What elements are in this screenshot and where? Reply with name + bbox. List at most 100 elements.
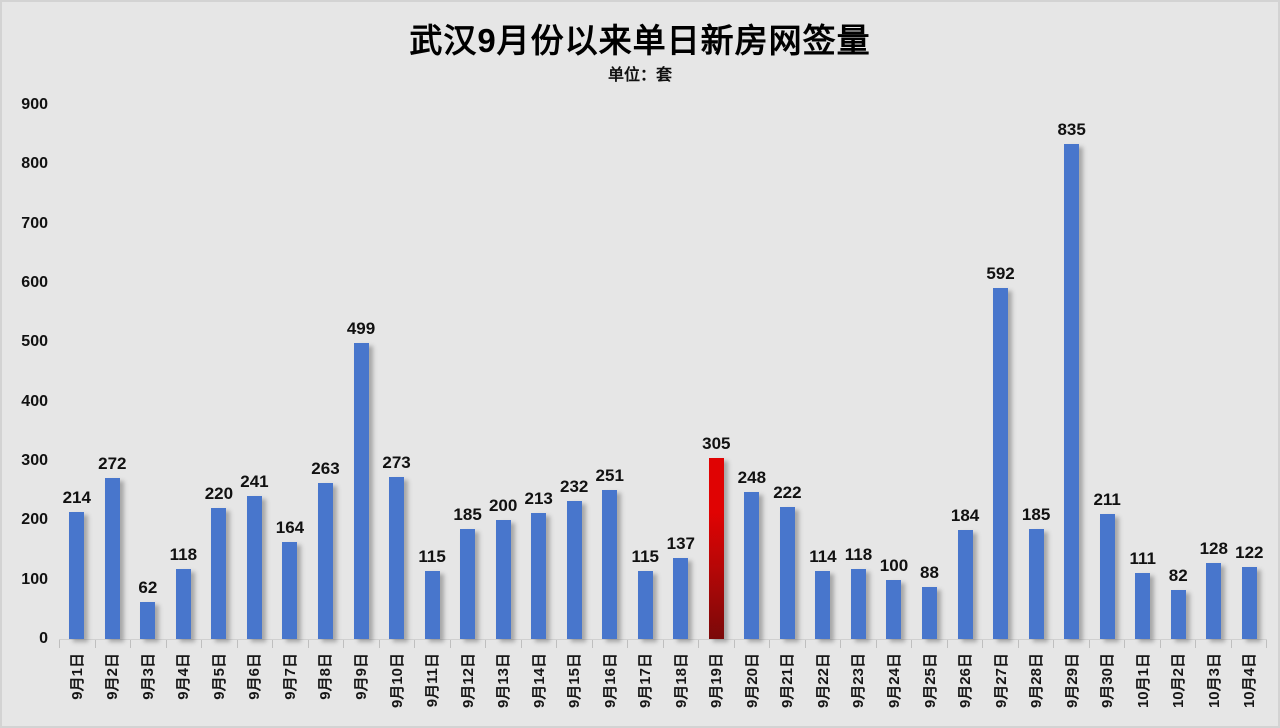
bar-column: 111 <box>1125 105 1161 639</box>
bar-column: 115 <box>628 105 664 639</box>
bar-value-label: 213 <box>524 488 553 508</box>
x-axis-labels: 9月1日 9月2日 9月3日 9月4日 9月5日 9月6日 9月7日 9月8日 9月9日 9月10… <box>59 652 1267 726</box>
x-axis-label: 9月26日 <box>957 653 975 709</box>
bar-value-label: 115 <box>631 546 659 566</box>
bar-column: 220 <box>201 105 237 639</box>
bar-value-label: 137 <box>666 533 695 553</box>
x-axis-label: 9月12日 <box>459 653 477 709</box>
x-axis-label: 10月2日 <box>1170 653 1188 709</box>
bar-value-label: 214 <box>62 488 91 508</box>
bar <box>850 569 866 639</box>
bar-value-label: 88 <box>920 562 939 582</box>
bar <box>637 570 653 639</box>
bar-value-label: 211 <box>1093 489 1121 509</box>
x-axis-tick <box>1019 640 1054 648</box>
bar <box>566 501 582 639</box>
bar-column: 185 <box>450 105 486 639</box>
x-axis-tick <box>1196 640 1232 648</box>
y-axis-tick-label: 500 <box>21 333 48 351</box>
bar <box>922 586 938 639</box>
bar-column: 222 <box>770 105 806 639</box>
bar-column: 211 <box>1089 105 1125 639</box>
x-axis-label: 9月7日 <box>281 653 299 700</box>
x-axis-ticks <box>59 640 1267 648</box>
bar-column: 88 <box>912 105 948 639</box>
x-axis-label: 9月6日 <box>246 653 264 700</box>
bar <box>211 508 227 639</box>
x-axis-tick <box>1125 640 1161 648</box>
bar-column: 241 <box>237 105 273 639</box>
bar <box>317 482 333 639</box>
x-axis-tick <box>344 640 380 648</box>
bar-value-label: 114 <box>809 547 837 567</box>
x-axis-tick <box>1232 640 1267 648</box>
x-axis-tick <box>806 640 841 648</box>
bar-column: 273 <box>379 105 415 639</box>
bar-column: 232 <box>556 105 592 639</box>
bar-value-label: 835 <box>1057 119 1086 139</box>
x-axis-label: 9月4日 <box>175 653 193 700</box>
bar-column: 184 <box>947 105 983 639</box>
bar-column: 592 <box>983 105 1019 639</box>
bar <box>1099 513 1115 639</box>
bar <box>1241 566 1257 639</box>
bar-value-label: 272 <box>98 453 127 473</box>
x-axis-tick <box>912 640 948 648</box>
bar-column: 499 <box>343 105 379 639</box>
x-axis-tick <box>167 640 202 648</box>
bar <box>460 529 476 639</box>
x-axis-tick <box>451 640 486 648</box>
bar <box>495 520 511 639</box>
bar <box>957 529 973 639</box>
x-axis-label: 9月15日 <box>566 653 584 709</box>
bar-value-label: 263 <box>311 458 340 478</box>
x-axis-tick <box>699 640 735 648</box>
bar <box>1206 563 1222 639</box>
x-axis-label: 9月9日 <box>353 653 371 700</box>
bar-value-label: 122 <box>1235 542 1264 562</box>
y-axis-tick-label: 700 <box>21 214 48 232</box>
x-axis-tick <box>238 640 273 648</box>
y-axis-tick-label: 800 <box>21 155 48 173</box>
bar-value-label: 222 <box>773 483 802 503</box>
bar-column: 200 <box>485 105 521 639</box>
x-axis-label: 9月20日 <box>743 653 761 709</box>
x-axis-tick <box>273 640 309 648</box>
bar <box>531 512 547 639</box>
x-axis-label: 10月3日 <box>1205 653 1223 709</box>
bar-value-label: 251 <box>595 466 624 486</box>
bar-column: 248 <box>734 105 770 639</box>
bar-column: 305 <box>699 105 735 639</box>
bar-column: 272 <box>95 105 131 639</box>
x-axis-label: 9月28日 <box>1028 653 1046 709</box>
x-axis-label: 9月14日 <box>530 653 548 709</box>
bar-value-label: 305 <box>702 434 731 454</box>
bar-value-label: 128 <box>1199 539 1228 559</box>
bar <box>1135 573 1151 639</box>
bar <box>246 496 262 639</box>
x-axis-tick <box>486 640 522 648</box>
bar <box>1170 590 1186 639</box>
bar <box>175 569 191 639</box>
bar-column: 185 <box>1018 105 1054 639</box>
bar-column: 62 <box>130 105 166 639</box>
x-axis-tick <box>415 640 451 648</box>
bar-value-label: 499 <box>346 318 376 338</box>
y-axis-tick-label: 100 <box>21 570 48 588</box>
bar-column: 82 <box>1160 105 1196 639</box>
x-axis-tick <box>96 640 131 648</box>
x-axis-tick <box>380 640 415 648</box>
x-axis-label: 9月18日 <box>672 653 690 709</box>
y-axis-tick-label: 600 <box>21 274 48 291</box>
y-axis-tick-label: 300 <box>21 452 48 469</box>
x-axis-tick <box>522 640 557 648</box>
x-axis-tick <box>948 640 983 648</box>
bar-value-label: 164 <box>275 517 305 537</box>
bar-value-label: 220 <box>204 484 234 504</box>
bar <box>993 287 1009 639</box>
bar-value-label: 241 <box>240 472 269 492</box>
x-axis-tick <box>983 640 1019 648</box>
x-axis-tick <box>770 640 806 648</box>
bar-value-label: 115 <box>418 546 446 566</box>
x-axis-tick <box>664 640 699 648</box>
